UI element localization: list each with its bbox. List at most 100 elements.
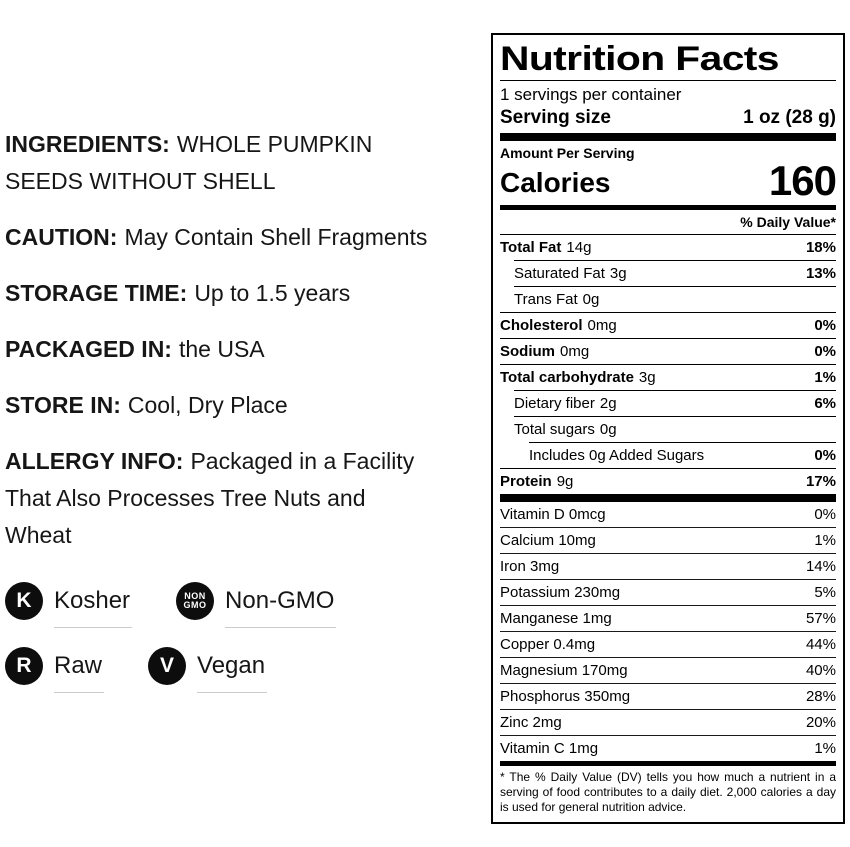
nutrient-row-total-sugars: Total sugars 0g [514,416,836,442]
divider-medium [500,205,836,210]
info-storage-time: STORAGE TIME: Up to 1.5 years [5,275,493,312]
certification-badges: K Kosher NON GMO Non-GMO R Raw V Vegan [5,582,493,693]
raw-icon: R [5,647,43,685]
non-gmo-icon: NON GMO [176,582,215,620]
store-in-label: STORE IN: [5,392,121,418]
badge-row-2: R Raw V Vegan [5,647,493,693]
info-ingredients: INGREDIENTS: WHOLE PUMPKIN SEEDS WITHOUT … [5,126,493,200]
nutrient-row-sodium: Sodium 0mg 0% [500,338,836,364]
nutrient-name: Sodium [500,343,555,360]
vitamin-row-copper: Copper 0.4mg 44% [500,631,836,657]
nutrient-amount: 3g [638,369,656,386]
vitamin-name: Phosphorus 350mg [500,688,631,705]
daily-value: 20% [805,714,836,731]
nutrient-name: Saturated Fat [514,265,605,282]
nutrient-name: Cholesterol [500,317,583,334]
vitamin-row-iron: Iron 3mg 14% [500,553,836,579]
nutrient-name: Includes 0g Added Sugars [529,447,705,464]
badge-raw: R Raw [5,647,105,693]
nutrient-amount: 0g [599,421,617,438]
store-in-value: Cool, Dry Place [127,392,288,418]
daily-value: 13% [805,265,836,282]
daily-value: 0% [814,317,836,334]
vitamin-name: Iron 3mg [500,558,560,575]
vitamin-row-vitamin-d: Vitamin D 0mcg 0% [500,502,836,527]
daily-value: 1% [814,369,836,386]
daily-value: 44% [805,636,836,653]
vitamin-row-magnesium: Magnesium 170mg 40% [500,657,836,683]
daily-value: 17% [805,473,836,490]
badge-kosher: K Kosher [5,582,133,628]
allergy-value: Packaged in a Facility That Also Process… [5,448,415,548]
vitamin-row-manganese: Manganese 1mg 57% [500,605,836,631]
daily-value: 18% [805,239,836,256]
vitamin-name: Vitamin D 0mcg [500,506,606,523]
nutrition-facts-label: Nutrition Facts 1 servings per container… [491,33,845,824]
daily-value: 0% [814,343,836,360]
info-caution: CAUTION: May Contain Shell Fragments [5,219,493,256]
daily-value: 14% [805,558,836,575]
nutrient-amount: 3g [609,265,627,282]
divider-medium [500,761,836,766]
non-gmo-label: Non-GMO [225,587,337,628]
daily-value: 5% [814,584,836,601]
daily-value-header: % Daily Value* [740,214,836,230]
serving-size-value: 1 oz (28 g) [743,107,836,128]
nutrient-name: Total sugars [514,421,595,438]
calories-row: Calories 160 [500,157,837,204]
serving-size-label: Serving size [500,107,611,128]
nutrient-amount: 0g [582,291,600,308]
vitamin-name: Calcium 10mg [500,532,596,549]
vitamin-name: Copper 0.4mg [500,636,596,653]
nutrient-name: Total Fat [500,239,562,256]
amount-per-serving-label: Amount Per Serving [500,145,635,161]
nutrient-row-protein: Protein 9g 17% [500,468,836,494]
vitamin-row-calcium: Calcium 10mg 1% [500,527,836,553]
nutrient-row-trans-fat: Trans Fat 0g [514,286,836,312]
info-allergy: ALLERGY INFO: Packaged in a Facility That… [5,443,493,554]
vitamin-row-phosphorus: Phosphorus 350mg 28% [500,683,836,709]
daily-value: 1% [814,532,836,549]
nutrient-row-added-sugars: Includes 0g Added Sugars 0% [529,442,836,468]
nutrient-name: Total carbohydrate [500,369,634,386]
vitamin-row-zinc: Zinc 2mg 20% [500,709,836,735]
badge-vegan: V Vegan [148,647,268,693]
serving-size-row: Serving size 1 oz (28 g) [500,106,836,133]
badge-row-1: K Kosher NON GMO Non-GMO [5,582,493,628]
divider-thick [500,494,836,502]
daily-value: 0% [814,506,836,523]
nutrient-row-total-carbohydrate: Total carbohydrate 3g 1% [500,364,836,390]
badge-non-gmo: NON GMO Non-GMO [176,582,337,628]
divider-thick [500,133,836,141]
daily-value-footnote: * The % Daily Value (DV) tells you how m… [500,770,836,814]
vitamin-row-potassium: Potassium 230mg 5% [500,579,836,605]
caution-value: May Contain Shell Fragments [124,224,428,250]
vitamin-name: Vitamin C 1mg [500,740,599,757]
vitamin-name: Manganese 1mg [500,610,612,627]
storage-time-label: STORAGE TIME: [5,280,188,306]
nutrient-row-cholesterol: Cholesterol 0mg 0% [500,312,836,338]
info-store-in: STORE IN: Cool, Dry Place [5,387,493,424]
nutrient-amount: 2g [599,395,617,412]
kosher-icon: K [5,582,43,620]
daily-value: 40% [805,662,836,679]
daily-value: 1% [814,740,836,757]
nutrient-name: Trans Fat [514,291,578,308]
nutrient-amount: 0mg [587,317,617,334]
vegan-icon: V [148,647,187,685]
info-packaged-in: PACKAGED IN: the USA [5,331,493,368]
allergy-label: ALLERGY INFO: [5,448,184,474]
vitamin-name: Zinc 2mg [500,714,562,731]
vitamin-name: Magnesium 170mg [500,662,628,679]
calories-value: 160 [768,157,837,204]
nutrient-amount: 9g [556,473,574,490]
nutrient-row-saturated-fat: Saturated Fat 3g 13% [514,260,836,286]
storage-time-value: Up to 1.5 years [194,280,351,306]
vitamin-row-vitamin-c: Vitamin C 1mg 1% [500,735,836,761]
ingredients-value: WHOLE PUMPKIN SEEDS WITHOUT SHELL [5,131,373,194]
nutrient-amount: 0mg [560,343,590,360]
nutrient-name: Dietary fiber [514,395,595,412]
nutrient-amount: 14g [566,239,592,256]
packaged-in-value: the USA [178,336,265,362]
